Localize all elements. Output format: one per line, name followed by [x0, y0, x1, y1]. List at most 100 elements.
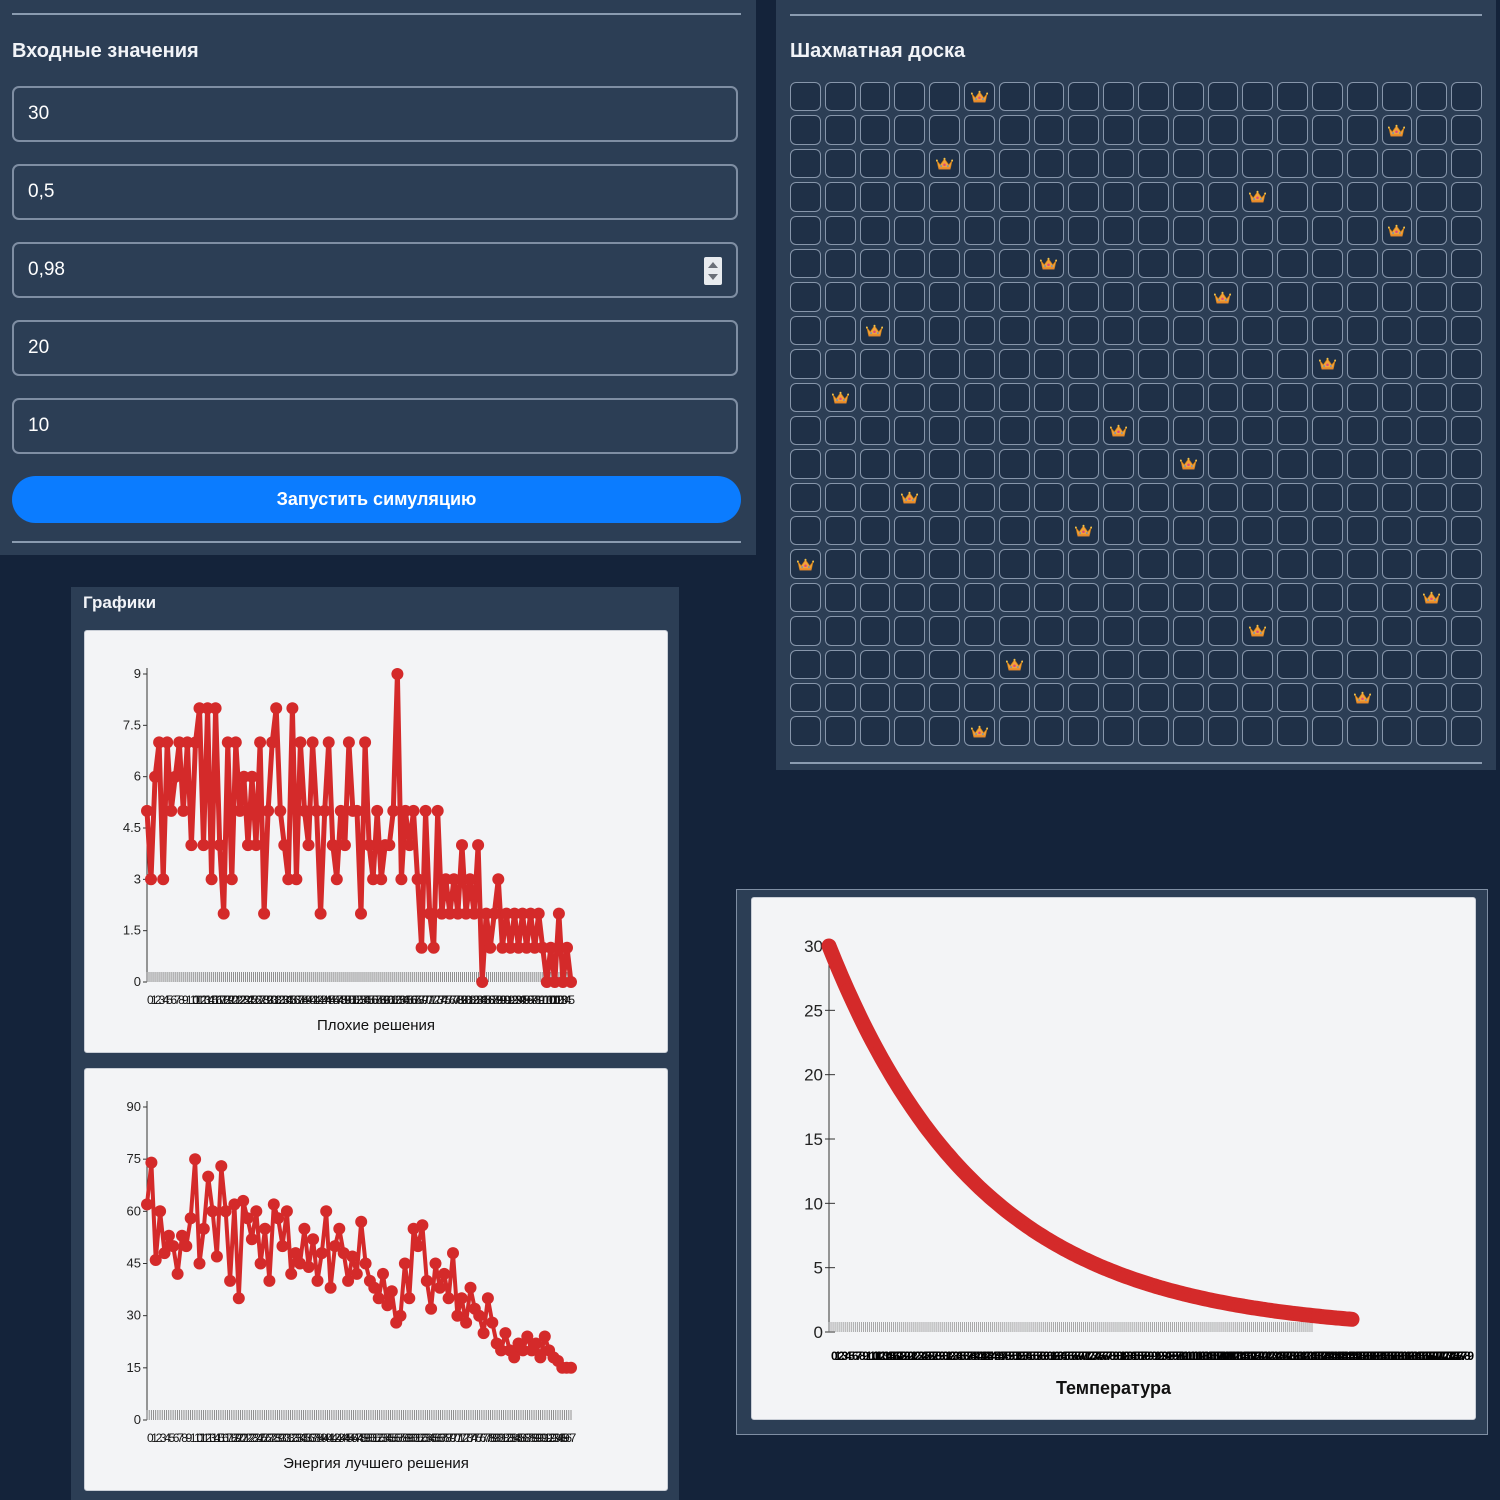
x-tick-label: 155: [1370, 1349, 1390, 1363]
x-tick-label: 90: [1144, 1349, 1158, 1363]
x-tick-label: 179: [1454, 1349, 1474, 1363]
data-point: [197, 839, 210, 852]
run-simulation-button[interactable]: Запустить симуляцию: [12, 476, 741, 523]
data-point: [486, 1316, 499, 1329]
x-tick-label: 47: [349, 1431, 363, 1445]
board-cell: [1137, 182, 1169, 212]
x-tick-label: 29: [932, 1349, 946, 1363]
board-cell: [859, 616, 891, 646]
initial-temperature-input[interactable]: 30: [12, 86, 738, 142]
x-tick-label: 41: [306, 993, 320, 1007]
board-cell: [1416, 148, 1448, 179]
board-cell: [963, 516, 995, 546]
x-tick-label: 115: [1231, 1349, 1251, 1363]
board-cell: [1451, 415, 1482, 446]
board-cell: [1172, 449, 1204, 479]
board-cell: [894, 315, 926, 346]
x-tick-label: 26: [259, 1431, 273, 1445]
board-cell: [1346, 549, 1378, 579]
board-cell: [894, 616, 926, 646]
board-cell: [1242, 248, 1274, 279]
min-temperature-input[interactable]: 0,5: [12, 164, 738, 220]
data-point: [423, 907, 436, 920]
board-cell: [963, 148, 995, 179]
board-cell: [963, 115, 995, 145]
data-point: [472, 839, 485, 852]
board-cell: [998, 182, 1030, 212]
data-point: [368, 1281, 381, 1294]
x-tick-label: 99: [1176, 1349, 1190, 1363]
board-cell: [790, 549, 821, 579]
x-tick-label: 83: [1120, 1349, 1134, 1363]
board-cell: [1207, 449, 1239, 479]
board-cell: [929, 82, 960, 112]
data-point: [162, 1229, 175, 1242]
x-tick-label: 57: [391, 1431, 405, 1445]
x-tick-label: 54: [379, 1431, 393, 1445]
board-cell: [1277, 182, 1308, 212]
x-tick-label: 44: [318, 993, 332, 1007]
x-tick-label: 94: [1158, 1349, 1172, 1363]
x-tick-label: 59: [376, 993, 390, 1007]
board-cell: [1277, 349, 1308, 379]
x-tick-label: 39: [967, 1349, 981, 1363]
data-point: [326, 839, 339, 852]
data-point: [185, 839, 198, 852]
board-cell: [929, 115, 960, 145]
x-tick-label: 48: [334, 993, 348, 1007]
x-tick-label: 45: [340, 1431, 354, 1445]
board-cell: [1103, 148, 1134, 179]
board-cell: [1242, 215, 1274, 245]
x-tick-label: 7: [174, 993, 181, 1007]
x-tick-label: 85: [477, 993, 491, 1007]
x-tick-label: 7: [855, 1349, 862, 1363]
x-tick-label: 62: [1047, 1349, 1061, 1363]
board-cell: [1137, 382, 1169, 412]
board-cell: [790, 182, 821, 212]
board-cell: [859, 382, 891, 412]
data-point: [306, 736, 319, 749]
x-tick-label: 1: [151, 993, 158, 1007]
crown-icon: [1353, 692, 1371, 704]
board-cell: [929, 516, 960, 546]
data-point: [342, 736, 355, 749]
data-point: [229, 736, 242, 749]
board-cell: [1381, 148, 1413, 179]
board-cell: [1172, 182, 1204, 212]
board-cell: [1207, 182, 1239, 212]
board-size-input[interactable]: 20: [12, 320, 738, 376]
board-cell: [1346, 616, 1378, 646]
iterations-input[interactable]: 10: [12, 398, 738, 454]
y-tick-label: 4.5: [123, 820, 141, 835]
board-cell: [1137, 449, 1169, 479]
x-tick-label: 14: [880, 1349, 894, 1363]
x-tick-label: 45: [988, 1349, 1002, 1363]
number-spinner[interactable]: [704, 257, 722, 285]
x-tick-label: 50: [1005, 1349, 1019, 1363]
data-point: [250, 839, 262, 852]
x-tick-label: 85: [1127, 1349, 1141, 1363]
data-point: [245, 1233, 258, 1246]
x-tick-label: 68: [1068, 1349, 1082, 1363]
x-tick-label: 75: [438, 993, 452, 1007]
data-point: [149, 770, 162, 783]
board-cell: [1068, 282, 1100, 312]
x-tick-label: 54: [1019, 1349, 1033, 1363]
board-cell: [1416, 649, 1448, 680]
board-cell: [1451, 683, 1482, 713]
x-tick-label: 151: [1357, 1349, 1377, 1363]
x-tick-label: 17: [890, 1349, 904, 1363]
board-cell: [1346, 683, 1378, 713]
board-cell: [824, 616, 856, 646]
x-tick-label: 10: [190, 1431, 204, 1445]
board-cell: [1416, 582, 1448, 613]
board-cell: [859, 115, 891, 145]
board-cell: [1451, 248, 1482, 279]
board-cell: [998, 482, 1030, 513]
x-tick-label: 71: [423, 993, 437, 1007]
board-cell: [894, 382, 926, 412]
x-tick-label: 72: [456, 1431, 470, 1445]
cooling-factor-input[interactable]: 0,98: [12, 242, 738, 298]
x-tick-label: 74: [1089, 1349, 1103, 1363]
board-cell: [963, 282, 995, 312]
